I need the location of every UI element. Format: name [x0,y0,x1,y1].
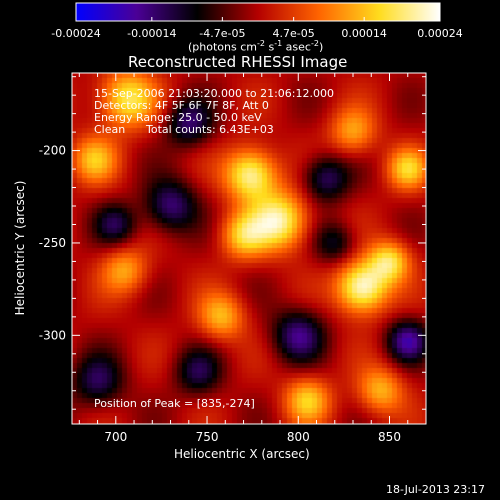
x-tick-label: 850 [378,430,401,444]
annotation-detectors: Detectors: 4F 5F 6F 7F 8F, Att 0 [94,99,269,112]
annotation-energy-range: Energy Range: 25.0 - 50.0 keV [94,111,262,124]
heatmap-image [72,73,426,424]
annotation-clean: Clean [94,123,126,136]
annotation-time-range: 15-Sep-2006 21:03:20.000 to 21:06:12.000 [94,87,334,100]
colorbar-tick-label: 0.00024 [417,27,463,40]
colorbar: -0.00024 -0.00014 -4.7e-05 4.7e-05 0.00014 0.… [51,2,463,40]
y-tick-label: -200 [39,144,66,158]
x-tick-label: 800 [287,430,310,444]
colorbar-gradient [75,2,441,22]
colorbar-tick-label: -4.7e-05 [199,27,245,40]
chart-title: Reconstructed RHESSI Image [128,53,348,71]
y-tick-label: -300 [39,328,66,342]
y-tick-label: -250 [39,236,66,250]
annotation-total-counts: Total counts: 6.43E+03 [146,123,274,136]
colorbar-unit-label: (photons cm-2 s-1 asec-2) [188,39,324,54]
peak-position-label: Position of Peak = [835,-274] [94,397,255,410]
timestamp: 18-Jul-2013 23:17 [386,483,486,496]
plot-frame [71,72,427,425]
x-tick-label: 700 [104,430,127,444]
colorbar-tick-label: -0.00014 [127,27,176,40]
colorbar-tick-label: 4.7e-05 [273,27,315,40]
colorbar-tick-label: 0.00014 [341,27,387,40]
colorbar-tick-label: -0.00024 [51,27,100,40]
x-axis-label: Heliocentric X (arcsec) [174,447,310,461]
y-axis-label: Heliocentric Y (arcsec) [13,180,27,316]
x-tick-label: 750 [196,430,219,444]
